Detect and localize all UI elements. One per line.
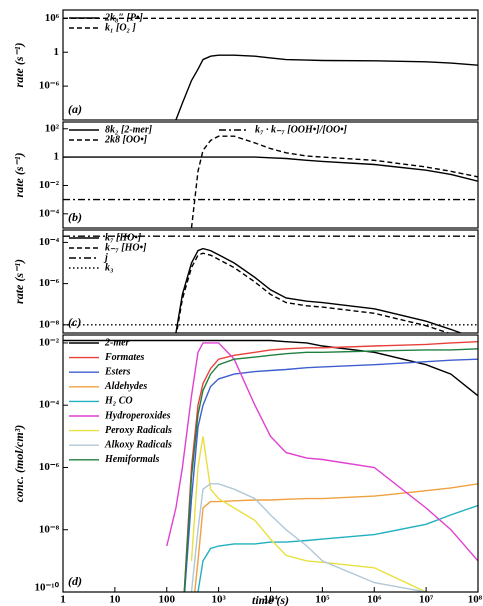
panel-label: (b): [68, 210, 82, 224]
y-tick-label: 10⁻²: [39, 179, 60, 191]
series-line: [175, 247, 463, 333]
x-tick-label: 10⁷: [419, 594, 434, 606]
legend-label: H₂ CO: [104, 396, 133, 407]
series-line: [197, 504, 478, 592]
y-tick-label: 10⁻⁸: [39, 318, 60, 330]
panel-label: (a): [68, 102, 82, 116]
panel-label: (d): [68, 574, 82, 588]
series-line: [190, 483, 427, 592]
legend-label: j: [103, 252, 108, 263]
y-tick-label: 10⁻¹⁰: [34, 582, 59, 594]
series-line: [190, 135, 478, 228]
y-axis-label: rate (s⁻¹): [12, 259, 26, 304]
legend-label: Hydroperoxides: [104, 410, 171, 421]
y-axis-label: rate (s⁻¹): [12, 43, 26, 88]
y-tick-label: 10⁶: [45, 12, 60, 24]
series-line: [63, 156, 478, 182]
x-tick-label: 10³: [211, 594, 226, 606]
legend-label: Peroxy Radicals: [105, 425, 172, 436]
plot-area: [63, 135, 478, 228]
series-line: [194, 483, 478, 592]
series-line: [183, 358, 478, 592]
x-tick-label: 1: [60, 594, 66, 606]
legend-label: Aldehydes: [104, 381, 147, 392]
axes-frame: [62, 121, 479, 229]
series-line: [183, 341, 478, 592]
y-tick-label: 10⁻⁴: [39, 236, 60, 248]
y-tick-label: 10⁻⁶: [39, 80, 60, 92]
axes-frame: [62, 9, 479, 121]
legend-label: k₋₇ [HO•]: [105, 242, 147, 253]
plot-area: [63, 17, 478, 120]
plot-area: [63, 235, 478, 333]
legend-label: Hemiformals: [104, 454, 160, 465]
plot-area: [63, 339, 478, 592]
y-tick-label: 10⁻⁴: [39, 399, 60, 411]
y-axis-label: rate (s⁻¹): [12, 153, 26, 198]
legend-label: 2k8 [OO•]: [104, 134, 148, 145]
x-tick-label: 10⁸: [468, 594, 483, 606]
panel-label: (c): [68, 315, 81, 329]
series-line: [166, 342, 478, 562]
legend-label: Esters: [104, 366, 131, 377]
x-axis-label: time (s): [252, 593, 289, 606]
y-axis-label: conc. (mol/cm³): [12, 425, 26, 503]
series-line: [175, 252, 451, 333]
legend-label: k₇ [HO•]: [105, 232, 142, 243]
legend-label: 2-mer: [104, 337, 130, 348]
y-tick-label: 10⁻⁶: [39, 461, 60, 473]
y-tick-label: 10⁻⁶: [39, 277, 60, 289]
y-tick-label: 1: [54, 46, 60, 58]
x-tick-label: 10: [109, 594, 121, 606]
legend-label: Alkoxy Radicals: [104, 439, 172, 450]
y-tick-label: 10⁻⁴: [39, 207, 60, 219]
series-line: [190, 436, 427, 592]
x-tick-label: 10⁶: [367, 594, 382, 606]
legend-label: 8k₂ [2-mer]: [105, 124, 153, 135]
legend-label: k₁ [O₂ ]: [105, 22, 137, 33]
x-tick-label: 10⁴: [263, 594, 278, 606]
y-tick-label: 10²: [45, 122, 60, 134]
y-tick-label: 10⁻²: [39, 336, 60, 348]
x-tick-label: 100: [159, 594, 176, 606]
legend-label: Formates: [104, 352, 145, 363]
legend-label: k₃: [105, 262, 114, 273]
axes-frame: [62, 229, 479, 334]
y-tick-label: 10⁻⁸: [39, 523, 60, 535]
series-line: [175, 54, 478, 120]
x-tick-label: 10⁵: [315, 594, 330, 606]
legend-label: k₇ · k₋₇ [OOH•]/[OO•]: [255, 124, 348, 135]
y-tick-label: 1: [54, 151, 60, 163]
legend-label: 2k₈″ [P•]: [104, 12, 143, 23]
series-line: [183, 348, 478, 592]
